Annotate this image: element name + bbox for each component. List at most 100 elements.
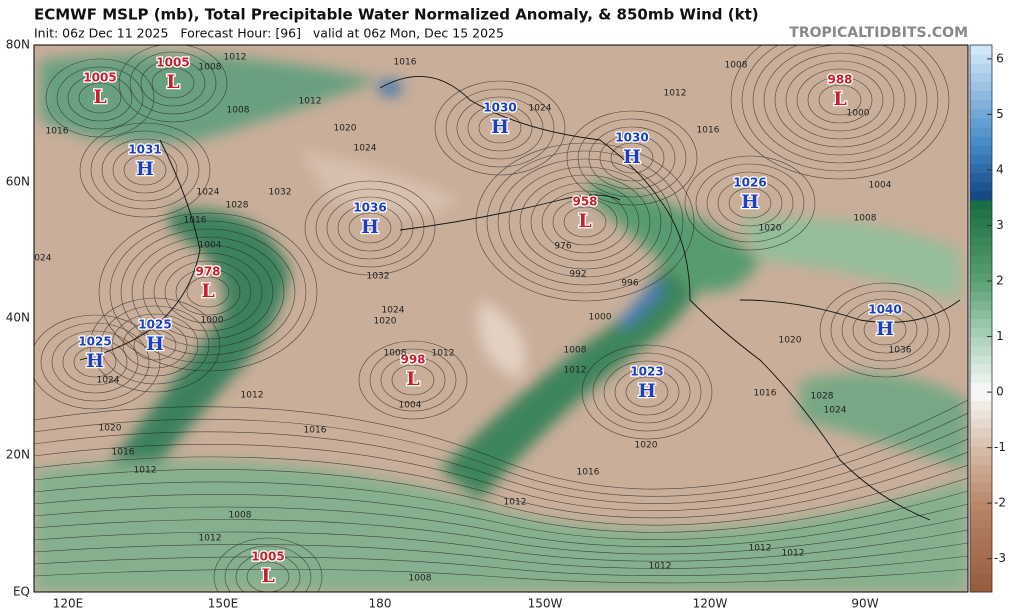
- colorbar-segment: [970, 327, 992, 338]
- colorbar-segment: [970, 309, 992, 319]
- isobar: [434, 80, 566, 176]
- center-value: 1036: [353, 201, 386, 215]
- isobar-label: 1016: [394, 58, 417, 68]
- isobar: [603, 360, 691, 424]
- isobar-label: 1012: [749, 544, 772, 554]
- isobar-label: 1008: [229, 511, 252, 521]
- colorbar-segment: [970, 418, 992, 429]
- isobar-label: 1012: [299, 97, 322, 107]
- colorbar-segment: [970, 582, 992, 593]
- colorbar-segment: [970, 546, 992, 557]
- isobar: [552, 198, 618, 246]
- isobar: [100, 305, 210, 385]
- isobar: [34, 399, 968, 490]
- isobar: [246, 561, 290, 592]
- colorbar-segment: [970, 81, 992, 92]
- center-letter: H: [361, 216, 379, 238]
- isobar: [852, 306, 918, 354]
- colorbar-segment: [970, 345, 992, 356]
- colorbar-segment: [970, 127, 992, 137]
- center-letter: H: [741, 191, 759, 213]
- isobar-label: 1000: [589, 313, 612, 323]
- isobar: [34, 412, 968, 497]
- colorbar-segment: [970, 218, 992, 228]
- center-value: 978: [195, 265, 220, 279]
- colorbar-segment: [970, 482, 992, 493]
- isobar-label: 1020: [334, 124, 357, 134]
- colorbar-segment: [970, 455, 992, 465]
- isobar: [752, 45, 928, 164]
- lat-label: 80N: [6, 38, 30, 52]
- isobar: [78, 82, 122, 114]
- colorbar-segment: [970, 373, 992, 383]
- center-value: 1005: [156, 56, 189, 70]
- colorbar-segment: [970, 90, 992, 101]
- isobar: [51, 330, 139, 394]
- isobar: [741, 45, 939, 172]
- colorbar-segment: [970, 573, 992, 584]
- isobar: [34, 314, 161, 410]
- colorbar-segment: [970, 145, 992, 155]
- colorbar-segment: [970, 555, 992, 566]
- isobar-label: 996: [621, 279, 638, 289]
- lat-label: 60N: [6, 175, 30, 189]
- isobar-label: 1024: [382, 306, 405, 316]
- isobars: [34, 45, 968, 592]
- isobar: [818, 84, 862, 116]
- center-letter: L: [201, 280, 214, 302]
- isobar: [186, 276, 230, 308]
- isobar-label: 1012: [649, 562, 672, 572]
- isobar: [175, 268, 241, 316]
- isobar: [98, 212, 318, 372]
- colorbar-segment: [970, 437, 992, 447]
- colorbar-segment: [970, 154, 992, 165]
- colorbar-segment: [970, 108, 992, 119]
- colorbar-segment: [970, 181, 992, 192]
- colorbar-segment: [970, 227, 992, 237]
- isobar: [337, 204, 403, 252]
- isobar: [508, 166, 662, 278]
- isobar-label: 1020: [99, 424, 122, 434]
- isobar-label: 1024: [197, 188, 220, 198]
- isobar-label: 1028: [811, 392, 834, 402]
- isobar: [34, 529, 968, 562]
- isobar: [45, 58, 155, 138]
- colorbar-segment: [970, 190, 992, 201]
- isobar: [89, 297, 221, 393]
- isobar: [62, 338, 128, 386]
- isobar: [614, 368, 680, 416]
- isobar-label: 1012: [782, 549, 805, 559]
- isobar: [142, 244, 274, 340]
- center-value: 1030: [483, 101, 516, 115]
- isobar-label: 976: [554, 242, 571, 252]
- isobar: [819, 282, 951, 378]
- isobar: [315, 188, 425, 268]
- isobar-label: 1024: [529, 104, 552, 114]
- isobar: [111, 313, 199, 377]
- isobar: [34, 555, 968, 576]
- isobar: [129, 51, 217, 115]
- isobar: [79, 122, 211, 218]
- isobar-label: 1008: [564, 346, 587, 356]
- center-letter: L: [261, 565, 274, 587]
- isobar-label: 1000: [847, 109, 870, 119]
- isobar: [34, 464, 968, 526]
- center-letter: H: [491, 116, 509, 138]
- colorbar-segment: [970, 491, 992, 502]
- lat-label: EQ: [13, 585, 30, 599]
- colorbar-frame: [969, 44, 993, 593]
- isobar-label: 1024: [824, 406, 847, 416]
- isobar: [34, 438, 968, 511]
- isobar-label: 1016: [754, 389, 777, 399]
- isobar: [90, 130, 200, 210]
- center-value: 1026: [733, 176, 766, 190]
- isobar: [118, 45, 228, 123]
- isobar: [120, 228, 296, 356]
- isobar: [785, 60, 895, 140]
- center-letter: H: [136, 158, 154, 180]
- colorbar-segment: [970, 537, 992, 547]
- colorbar-segment: [970, 464, 992, 474]
- isobar: [577, 118, 687, 198]
- pwat-anomaly-field: [34, 53, 968, 592]
- isobar-label: 1024: [97, 376, 120, 386]
